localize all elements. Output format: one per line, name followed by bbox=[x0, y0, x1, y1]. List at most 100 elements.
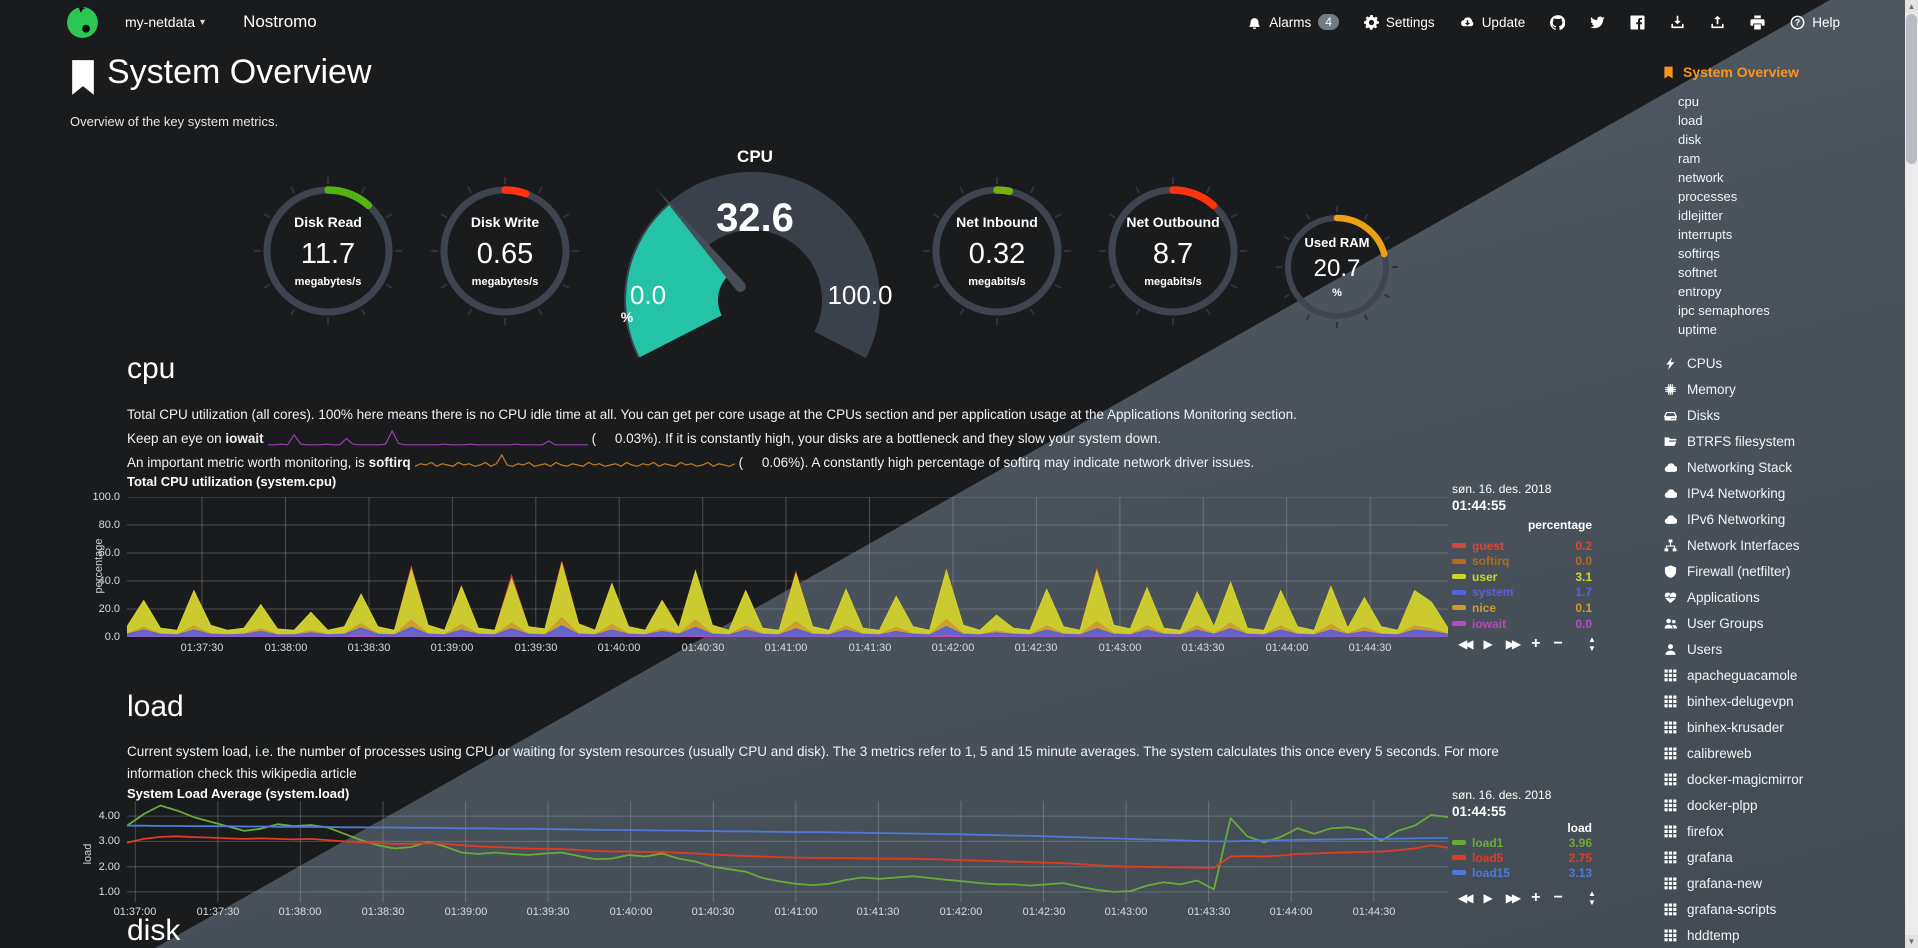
sidebar-item-idlejitter[interactable]: idlejitter bbox=[1678, 208, 1723, 223]
nav-settings[interactable]: Settings bbox=[1363, 14, 1435, 30]
sidebar-section-docker-plpp[interactable]: docker-plpp bbox=[1662, 792, 1902, 818]
sidebar-section-apacheguacamole[interactable]: apacheguacamole bbox=[1662, 662, 1902, 688]
sidebar-section-networking-stack[interactable]: Networking Stack bbox=[1662, 454, 1902, 480]
sidebar-item-entropy[interactable]: entropy bbox=[1678, 284, 1722, 299]
legend-row-load1[interactable]: load1 3.96 bbox=[1452, 835, 1592, 850]
cpu-gauge-max: 100.0 bbox=[827, 280, 893, 310]
nav-print[interactable] bbox=[1750, 14, 1765, 30]
sidebar-section-firefox[interactable]: firefox bbox=[1662, 818, 1902, 844]
nav-twitter[interactable] bbox=[1590, 15, 1605, 30]
legend-row-softirq[interactable]: softirq 0.0 bbox=[1452, 554, 1592, 569]
xtick: 01:44:00 bbox=[1269, 906, 1313, 918]
grid-icon bbox=[1664, 720, 1677, 733]
gauge-net-outbound[interactable]: Net Outbound 8.7 megabits/s bbox=[1088, 166, 1258, 336]
legend-row-guest[interactable]: guest 0.2 bbox=[1452, 538, 1592, 553]
legend-series-value: 0.1 bbox=[1575, 600, 1592, 615]
chart-zoom-out-button[interactable]: − bbox=[1553, 635, 1563, 652]
sidebar-item-processes[interactable]: processes bbox=[1678, 189, 1738, 204]
sidebar-item-ram[interactable]: ram bbox=[1678, 151, 1701, 166]
legend-row-load15[interactable]: load15 3.13 bbox=[1452, 865, 1592, 880]
sidebar-item-softnet[interactable]: softnet bbox=[1678, 265, 1718, 280]
sidebar-item-load[interactable]: load bbox=[1678, 113, 1703, 128]
xtick: 01:41:30 bbox=[848, 642, 892, 654]
sidebar-section-grafana-new[interactable]: grafana-new bbox=[1662, 870, 1902, 896]
iowait-sparkline[interactable] bbox=[267, 429, 588, 450]
nav-update[interactable]: Update bbox=[1460, 15, 1525, 30]
sidebar-section-users[interactable]: Users bbox=[1662, 636, 1902, 662]
sidebar-section-binhex-delugevpn[interactable]: binhex-delugevpn bbox=[1662, 688, 1902, 714]
sidebar-item-softirqs[interactable]: softirqs bbox=[1678, 246, 1720, 261]
sidebar-section-user-groups[interactable]: User Groups bbox=[1662, 610, 1902, 636]
sidebar-item-interrupts[interactable]: interrupts bbox=[1678, 227, 1733, 242]
text: Keep an eye on bbox=[127, 431, 226, 447]
nav-help[interactable]: ? Help bbox=[1790, 15, 1840, 30]
sidebar-section-btrfs-filesystem[interactable]: BTRFS filesystem bbox=[1662, 428, 1902, 454]
my-netdata-menu[interactable]: my-netdata ▾ bbox=[125, 14, 205, 30]
bookmark-icon bbox=[1664, 66, 1673, 79]
legend-row-load5[interactable]: load5 2.75 bbox=[1452, 850, 1592, 865]
gauge-unit: megabits/s bbox=[1144, 276, 1202, 288]
nav-alarms[interactable]: Alarms 4 bbox=[1247, 14, 1339, 30]
legend-row-nice[interactable]: nice 0.1 bbox=[1452, 600, 1592, 615]
sidebar-item-cpu[interactable]: cpu bbox=[1678, 94, 1699, 109]
sidebar-section-firewall-netfilter-[interactable]: Firewall (netfilter) bbox=[1662, 558, 1902, 584]
sidebar-item-uptime[interactable]: uptime bbox=[1678, 322, 1718, 337]
chart-play-button[interactable]: ▶ bbox=[1483, 637, 1493, 651]
chart-zoom-in-button[interactable]: + bbox=[1531, 889, 1541, 906]
cpu-gauge-unit: % bbox=[620, 309, 634, 325]
legend-series-value: 1.7 bbox=[1575, 585, 1592, 600]
nav-export[interactable] bbox=[1670, 15, 1685, 30]
sidebar-item-network[interactable]: network bbox=[1678, 170, 1724, 185]
nav-import[interactable] bbox=[1710, 15, 1725, 30]
nav-github[interactable] bbox=[1550, 14, 1566, 30]
sidebar-section-grafana[interactable]: grafana bbox=[1662, 844, 1902, 870]
chart-zoom-in-button[interactable]: + bbox=[1531, 635, 1541, 652]
legend-row-iowait[interactable]: iowait 0.0 bbox=[1452, 616, 1592, 631]
hostname[interactable]: Nostromo bbox=[243, 12, 317, 31]
sidebar-item-system-overview[interactable]: System Overview bbox=[1662, 60, 1902, 84]
chart-backward-button[interactable]: ◀◀ bbox=[1458, 891, 1474, 905]
sidebar-section-binhex-krusader[interactable]: binhex-krusader bbox=[1662, 714, 1902, 740]
chart-zoom-out-button[interactable]: − bbox=[1553, 889, 1563, 906]
sidebar-section-docker-magicmirror[interactable]: docker-magicmirror bbox=[1662, 766, 1902, 792]
scrollbar-down-icon[interactable]: ▼ bbox=[1905, 935, 1918, 948]
sidebar-section-disks[interactable]: Disks bbox=[1662, 402, 1902, 428]
netdata-logo[interactable] bbox=[66, 6, 99, 39]
sidebar-section-ipv6-networking[interactable]: IPv6 Networking bbox=[1662, 506, 1902, 532]
sidebar-section-memory[interactable]: Memory bbox=[1662, 376, 1902, 402]
cpu-chart-plot[interactable] bbox=[126, 496, 1449, 638]
cpu-chart-resize-handle[interactable]: ▲ ▼ bbox=[1588, 635, 1596, 653]
nav-facebook[interactable] bbox=[1630, 14, 1645, 30]
sidebar-section-hddtemp[interactable]: hddtemp bbox=[1662, 922, 1902, 948]
sidebar-section-label: Applications bbox=[1687, 589, 1760, 605]
load-chart-resize-handle[interactable]: ▲ ▼ bbox=[1588, 889, 1596, 907]
legend-row-user[interactable]: user 3.1 bbox=[1452, 569, 1592, 584]
sidebar-section-cpus[interactable]: CPUs bbox=[1662, 350, 1902, 376]
load-chart-plot[interactable] bbox=[126, 801, 1449, 902]
legend-row-system[interactable]: system 1.7 bbox=[1452, 585, 1592, 600]
gauge-net-inbound[interactable]: Net Inbound 0.32 megabits/s bbox=[912, 166, 1082, 336]
chart-play-button[interactable]: ▶ bbox=[1483, 891, 1493, 905]
gauge-disk-write[interactable]: Disk Write 0.65 megabytes/s bbox=[420, 166, 590, 336]
gauge-disk-read[interactable]: Disk Read 11.7 megabytes/s bbox=[243, 166, 413, 336]
sidebar-section-network-interfaces[interactable]: Network Interfaces bbox=[1662, 532, 1902, 558]
softirq-sparkline[interactable] bbox=[414, 453, 735, 474]
chart-forward-button[interactable]: ▶▶ bbox=[1505, 891, 1522, 905]
ytick: 2.00 bbox=[98, 861, 120, 873]
sidebar-section-applications[interactable]: Applications bbox=[1662, 584, 1902, 610]
sidebar-section-calibreweb[interactable]: calibreweb bbox=[1662, 740, 1902, 766]
sidebar-section-ipv4-networking[interactable]: IPv4 Networking bbox=[1662, 480, 1902, 506]
scrollbar-thumb[interactable] bbox=[1906, 14, 1917, 164]
page-scrollbar[interactable]: ▲ ▼ bbox=[1905, 0, 1918, 948]
navbar-actions: Alarms 4 Settings Update ? Help bbox=[1247, 0, 1840, 44]
gauge-cpu[interactable] bbox=[600, 135, 910, 365]
xtick: 01:40:30 bbox=[691, 906, 735, 918]
sidebar-item-ipc-semaphores[interactable]: ipc semaphores bbox=[1678, 303, 1770, 318]
scrollbar-up-icon[interactable]: ▲ bbox=[1905, 0, 1918, 13]
sidebar-item-disk[interactable]: disk bbox=[1678, 132, 1702, 147]
sidebar-section-grafana-scripts[interactable]: grafana-scripts bbox=[1662, 896, 1902, 922]
gauge-used-ram[interactable]: Used RAM 20.7 % bbox=[1267, 197, 1407, 337]
chart-forward-button[interactable]: ▶▶ bbox=[1505, 637, 1522, 651]
cpu-gauge-value: 32.6 bbox=[716, 196, 794, 240]
chart-backward-button[interactable]: ◀◀ bbox=[1458, 637, 1474, 651]
